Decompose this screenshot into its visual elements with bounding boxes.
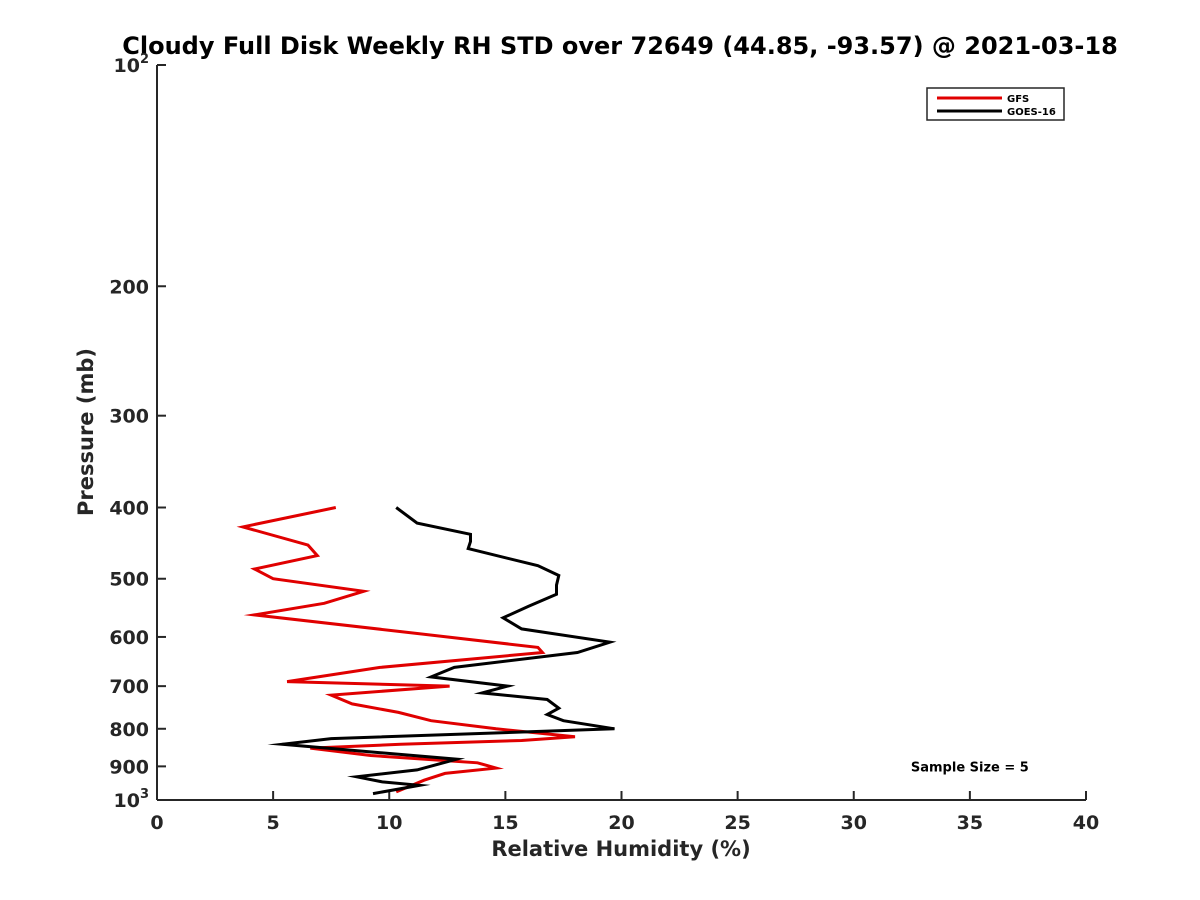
x-tick-label: 20 [608,812,634,834]
x-tick-label: 5 [267,812,280,834]
y-tick-base: 900 [109,756,149,778]
x-tick-label: 10 [376,812,402,834]
legend-box [926,87,1065,121]
x-tick-label: 0 [150,812,163,834]
x-axis-label: Relative Humidity (%) [491,837,750,861]
y-tick-base: 10 [114,790,140,812]
y-tick-base: 300 [109,406,149,428]
y-tick-label: 102 [114,52,150,77]
y-tick-base: 400 [109,498,149,520]
x-tick-label: 15 [492,812,518,834]
y-tick-base: 500 [109,569,149,591]
series-line-goes-16 [267,506,617,796]
y-tick-label: 900 [109,756,149,778]
chart-title: Cloudy Full Disk Weekly RH STD over 7264… [122,32,1118,60]
y-tick-base: 600 [109,627,149,649]
x-tick-label: 40 [1073,812,1099,834]
x-tick-label: 25 [724,812,750,834]
y-tick-label: 700 [109,676,149,698]
y-tick-label: 103 [114,787,150,812]
y-tick-label: 400 [109,498,149,520]
legend-label: GFS [1007,94,1029,105]
y-tick-exponent: 2 [140,52,149,67]
y-tick-base: 200 [109,276,149,298]
y-tick-base: 700 [109,676,149,698]
x-tick-label: 35 [957,812,983,834]
y-tick-label: 600 [109,627,149,649]
x-tick-label: 30 [841,812,867,834]
legend-label: GOES-16 [1007,107,1056,118]
x-ticks: 0 5 10 15 20 25 30 35 40 [150,791,1099,834]
plot-axes [156,65,1086,801]
y-tick-label: 200 [109,276,149,298]
series-line-gfs [236,506,576,794]
annotations: Sample Size = 5 [911,760,1029,775]
y-tick-label: 300 [109,406,149,428]
y-tick-base: 800 [109,719,149,741]
y-tick-exponent: 3 [140,787,149,802]
y-tick-label: 800 [109,719,149,741]
sample-size-annotation: Sample Size = 5 [911,760,1029,775]
y-tick-base: 10 [114,55,140,77]
legend: GFS GOES-16 [926,87,1065,121]
y-axis-label: Pressure (mb) [74,348,98,516]
y-tick-label: 500 [109,569,149,591]
series-layer [236,506,617,796]
